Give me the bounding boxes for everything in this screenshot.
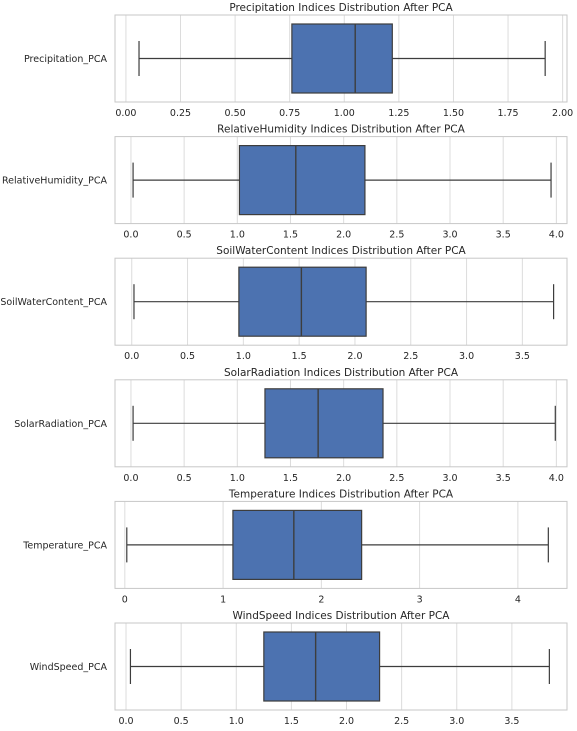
tick-label: 0.0 (124, 351, 139, 362)
category-label: WindSpeed_PCA (30, 662, 108, 673)
axes-frame (114, 136, 568, 225)
tick-label: 1.25 (388, 108, 409, 119)
iqr-box (238, 145, 366, 216)
tick-label: 2.0 (336, 230, 351, 241)
axes-frame (114, 14, 568, 103)
tick-label: 3.0 (459, 351, 474, 362)
tick-label: 2.5 (394, 716, 409, 727)
subplot-2: RelativeHumidity Indices Distribution Af… (2, 124, 568, 241)
tick-label: 3.0 (449, 716, 464, 727)
tick-label: 0.5 (174, 716, 189, 727)
tick-label: 3.5 (504, 716, 519, 727)
tick-label: 1.0 (230, 230, 245, 241)
tick-label: 2.00 (552, 108, 573, 119)
tick-label: 1.0 (229, 716, 244, 727)
chart-title: Temperature Indices Distribution After P… (228, 488, 454, 500)
tick-label: 1.75 (497, 108, 518, 119)
subplot-3: SoilWaterContent Indices Distribution Af… (0, 245, 568, 362)
tick-label: 2.0 (347, 351, 362, 362)
subplot-4: SolarRadiation Indices Distribution Afte… (14, 367, 568, 484)
tick-label: 0.5 (180, 351, 195, 362)
tick-label: 0.0 (118, 716, 133, 727)
category-label: Temperature_PCA (22, 540, 107, 551)
chart-title: SoilWaterContent Indices Distribution Af… (216, 245, 466, 257)
axes-frame (114, 500, 568, 589)
tick-label: 2.5 (403, 351, 418, 362)
chart-title: WindSpeed Indices Distribution After PCA (232, 610, 450, 622)
tick-label: 0.5 (177, 230, 192, 241)
category-label: SoilWaterContent_PCA (0, 297, 107, 308)
tick-label: 3.0 (442, 230, 457, 241)
tick-label: 0.25 (170, 108, 191, 119)
iqr-box (232, 509, 363, 580)
chart-title: RelativeHumidity Indices Distribution Af… (217, 124, 465, 136)
tick-label: 2.0 (336, 473, 351, 484)
iqr-box (264, 388, 384, 459)
subplot-5: Temperature Indices Distribution After P… (22, 488, 568, 605)
tick-label: 3 (417, 594, 423, 605)
tick-label: 0.00 (115, 108, 136, 119)
iqr-box (263, 631, 381, 702)
tick-label: 0.50 (225, 108, 246, 119)
iqr-box (291, 23, 393, 94)
chart-title: Precipitation Indices Distribution After… (229, 2, 453, 14)
tick-label: 1.50 (443, 108, 464, 119)
tick-label: 3.5 (496, 473, 511, 484)
tick-label: 1.00 (334, 108, 355, 119)
tick-label: 1.5 (283, 230, 298, 241)
iqr-box (238, 266, 367, 337)
tick-label: 1.5 (283, 473, 298, 484)
axes-frame (114, 622, 568, 711)
tick-label: 0.0 (123, 230, 138, 241)
tick-label: 3.5 (496, 230, 511, 241)
tick-label: 3.5 (515, 351, 530, 362)
axes-frame (114, 257, 568, 346)
subplot-6: WindSpeed Indices Distribution After PCA… (30, 610, 568, 727)
tick-label: 4.0 (549, 230, 564, 241)
tick-label: 1.0 (230, 473, 245, 484)
tick-label: 1.5 (292, 351, 307, 362)
tick-label: 2 (318, 594, 324, 605)
tick-label: 1 (220, 594, 226, 605)
tick-label: 3.0 (442, 473, 457, 484)
tick-label: 2.5 (389, 230, 404, 241)
category-label: SolarRadiation_PCA (14, 419, 107, 430)
tick-label: 1.0 (236, 351, 251, 362)
tick-label: 4 (515, 594, 521, 605)
chart-title: SolarRadiation Indices Distribution Afte… (224, 367, 459, 379)
tick-label: 4.0 (549, 473, 564, 484)
tick-label: 2.5 (389, 473, 404, 484)
subplot-1: Precipitation Indices Distribution After… (24, 2, 573, 119)
tick-label: 0.0 (123, 473, 138, 484)
category-label: Precipitation_PCA (24, 54, 107, 65)
category-label: RelativeHumidity_PCA (2, 176, 107, 187)
tick-label: 2.0 (339, 716, 354, 727)
axes-frame (114, 379, 568, 468)
tick-label: 1.5 (284, 716, 299, 727)
tick-label: 0 (122, 594, 128, 605)
tick-label: 0.5 (177, 473, 192, 484)
tick-label: 0.75 (279, 108, 300, 119)
